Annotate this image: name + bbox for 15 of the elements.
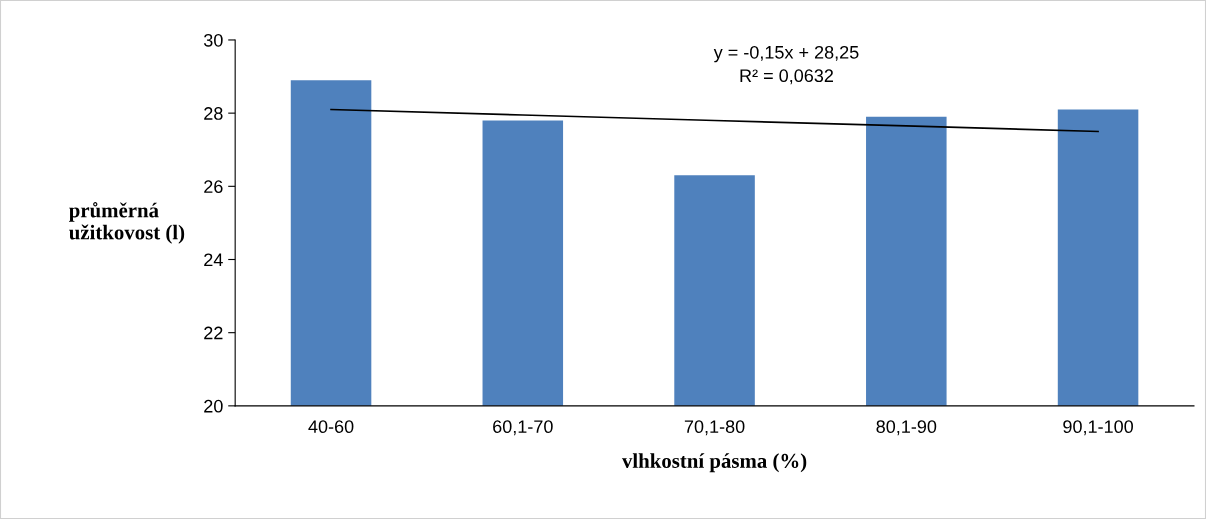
y-tick-label: 30 bbox=[203, 33, 223, 47]
x-axis-title: vlhkostní pásma (%) bbox=[621, 453, 807, 473]
y-tick-label: 28 bbox=[204, 107, 223, 120]
x-tick-label: 90,1-100 bbox=[1063, 420, 1133, 436]
line-series bbox=[330, 108, 1099, 133]
y-tick-label: 26 bbox=[204, 180, 223, 194]
annotation: y = -0,15x + 28,25 R² = 0,0632 bbox=[713, 45, 859, 85]
x-tick-label: 70,1-80 bbox=[684, 420, 745, 436]
y-tick-label: 24 bbox=[204, 253, 223, 267]
y-axis-title: průměrná užitkovost (l) bbox=[69, 202, 185, 244]
x-tick-label: 40-60 bbox=[308, 420, 354, 434]
y-tick-label: 20 bbox=[204, 399, 223, 413]
y-tick-label: 22 bbox=[204, 326, 223, 340]
x-tick-label: 60,1-70 bbox=[493, 420, 553, 436]
x-tick-label: 80,1-90 bbox=[876, 420, 937, 436]
